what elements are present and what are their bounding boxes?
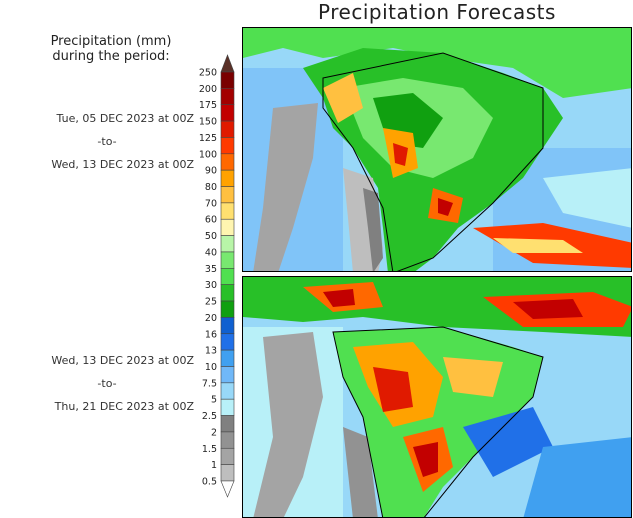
period1-separator: -to- xyxy=(97,135,117,148)
colorbar-segment xyxy=(220,398,235,416)
colorbar-tick-label: 150 xyxy=(199,117,217,128)
colorbar-segment xyxy=(220,251,235,269)
colorbar-segment xyxy=(220,268,235,285)
colorbar-segment xyxy=(220,333,235,351)
colorbar-tick-label: 35 xyxy=(205,264,217,275)
colorbar-segment xyxy=(220,104,235,122)
colorbar-segment xyxy=(220,71,235,89)
colorbar-tick-label: 50 xyxy=(205,231,217,242)
colorbar-tick-label: 30 xyxy=(205,280,217,291)
colorbar-segment xyxy=(220,415,235,433)
legend-title-line1: Precipitation (mm) xyxy=(50,34,172,49)
colorbar-tick-label: 5 xyxy=(211,395,217,406)
colorbar-tick-label: 10 xyxy=(205,362,217,373)
legend-title-line2: during the period: xyxy=(52,49,170,64)
colorbar-tick-label: 80 xyxy=(205,182,217,193)
colorbar-tick-label: 250 xyxy=(199,68,217,79)
colorbar-segment xyxy=(220,88,235,106)
map-panel-2 xyxy=(242,276,632,518)
colorbar-tick-label: 7.5 xyxy=(202,378,217,389)
colorbar-tick-label: 175 xyxy=(199,100,217,111)
colorbar-segment xyxy=(220,169,235,187)
colorbar-tick-label: 70 xyxy=(205,198,217,209)
colorbar-segment xyxy=(220,137,235,155)
colorbar-segment xyxy=(220,300,235,318)
colorbar-segment xyxy=(220,120,235,138)
period2-separator: -to- xyxy=(97,377,117,390)
colorbar-tick-label: 20 xyxy=(205,313,217,324)
colorbar-tick-label: 2.5 xyxy=(202,411,217,422)
colorbar-tick-label: 1 xyxy=(211,460,217,471)
colorbar-segment xyxy=(220,366,235,384)
colorbar-tick-label: 40 xyxy=(205,247,217,258)
colorbar-tick-label: 60 xyxy=(205,215,217,226)
colorbar-segment xyxy=(220,202,235,220)
colorbar-tick-label: 2 xyxy=(211,427,217,438)
colorbar-tick-label: 13 xyxy=(205,346,217,357)
colorbar-segment xyxy=(220,186,235,204)
colorbar-segment xyxy=(220,464,235,482)
colorbar-segment xyxy=(220,382,235,400)
colorbar-tick-label: 125 xyxy=(199,133,217,144)
colorbar-tick-label: 90 xyxy=(205,166,217,177)
chart-title: Precipitation Forecasts xyxy=(318,0,556,24)
colorbar-segment xyxy=(220,235,235,253)
colorbar-under-triangle xyxy=(220,480,235,498)
colorbar-segment xyxy=(220,317,235,335)
period2-end: Thu, 21 DEC 2023 at 00Z xyxy=(54,400,194,413)
colorbar-tick-label: 25 xyxy=(205,297,217,308)
colorbar-segment xyxy=(220,284,235,302)
legend-title: Precipitation (mm) during the period: xyxy=(0,34,222,64)
colorbar: 2502001751501251009080706050403530252016… xyxy=(199,54,235,498)
colorbar-tick-label: 0.5 xyxy=(202,477,217,488)
colorbar-segment xyxy=(220,218,235,236)
period1-start: Tue, 05 DEC 2023 at 00Z xyxy=(56,112,194,125)
colorbar-over-triangle xyxy=(220,54,235,73)
colorbar-segment xyxy=(220,349,235,367)
colorbar-tick-label: 200 xyxy=(199,84,217,95)
colorbar-segment xyxy=(220,431,235,449)
period2-start: Wed, 13 DEC 2023 at 00Z xyxy=(51,354,194,367)
colorbar-segment xyxy=(220,447,235,465)
map-panel-1 xyxy=(242,27,632,272)
colorbar-tick-label: 100 xyxy=(199,149,217,160)
colorbar-tick-label: 16 xyxy=(205,329,217,340)
period1-end: Wed, 13 DEC 2023 at 00Z xyxy=(51,158,194,171)
colorbar-tick-label: 1.5 xyxy=(202,444,217,455)
colorbar-segment xyxy=(220,153,235,171)
